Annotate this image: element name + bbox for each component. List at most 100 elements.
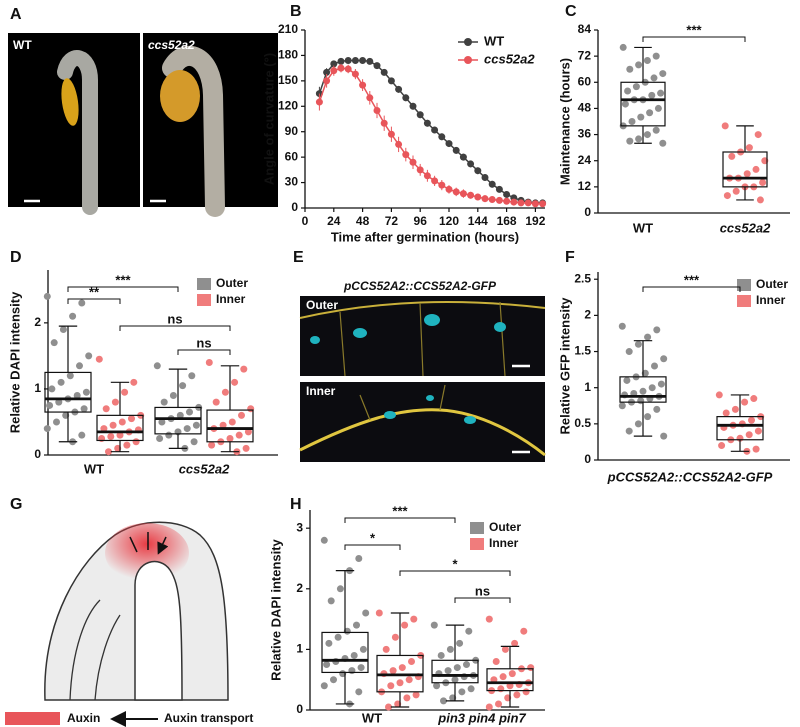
- point: [323, 68, 331, 76]
- data-point: [100, 425, 108, 433]
- x-tick-label: ccs52a2: [720, 220, 771, 235]
- data-point: [497, 685, 505, 693]
- point: [445, 185, 453, 193]
- data-point: [440, 697, 447, 705]
- y-tick-label: 0: [584, 205, 591, 219]
- point: [373, 62, 381, 70]
- data-point: [467, 685, 475, 693]
- x-tick-label: 168: [497, 214, 517, 228]
- legend-label: Outer: [489, 520, 521, 534]
- y-tick-label: 36: [578, 127, 592, 141]
- data-point: [408, 658, 415, 666]
- point: [330, 60, 338, 68]
- data-point: [637, 113, 645, 121]
- series-line: [318, 59, 543, 204]
- data-point: [485, 703, 493, 711]
- data-point: [128, 415, 135, 423]
- data-point: [53, 418, 60, 426]
- point: [337, 64, 345, 72]
- data-point: [654, 104, 662, 112]
- data-point: [653, 405, 661, 413]
- y-tick-label: 1: [584, 380, 591, 394]
- data-point: [485, 615, 493, 623]
- data-point: [495, 700, 502, 708]
- x-tick-label: pin3 pin4 pin7: [437, 710, 526, 725]
- point: [395, 140, 403, 148]
- point: [438, 133, 446, 141]
- data-point: [85, 352, 93, 360]
- data-point: [501, 645, 509, 653]
- significance-bracket: [454, 597, 511, 603]
- data-point: [458, 688, 466, 696]
- panel-label: E: [293, 249, 304, 266]
- data-point: [446, 645, 454, 653]
- data-point: [752, 165, 760, 173]
- data-point: [732, 187, 740, 195]
- point: [359, 81, 367, 89]
- data-point: [644, 413, 652, 421]
- point: [431, 126, 439, 134]
- data-point: [634, 340, 642, 348]
- x-tick-label: 192: [525, 214, 545, 228]
- data-point: [192, 421, 200, 429]
- data-point: [721, 122, 729, 130]
- data-point: [511, 639, 519, 647]
- x-tick-label: 96: [414, 214, 428, 228]
- data-point: [634, 420, 642, 428]
- data-point: [657, 89, 665, 97]
- data-point: [463, 661, 470, 669]
- data-point: [82, 388, 90, 396]
- point: [380, 119, 388, 127]
- data-point: [387, 682, 395, 690]
- significance-bracket: [642, 286, 741, 292]
- data-point: [57, 378, 65, 386]
- data-point: [520, 627, 528, 635]
- point: [474, 193, 482, 201]
- data-point: [456, 639, 464, 647]
- data-point: [652, 126, 660, 134]
- data-point: [391, 633, 399, 641]
- legend-swatch: [197, 294, 211, 306]
- panel-label: G: [10, 496, 22, 513]
- data-point: [334, 633, 342, 641]
- data-point: [219, 421, 227, 429]
- x-tick-label: WT: [84, 461, 104, 476]
- y-tick-label: 84: [578, 22, 592, 36]
- legend-label: Auxin transport: [164, 711, 253, 725]
- point: [337, 57, 345, 65]
- data-point: [433, 682, 441, 690]
- data-point: [660, 432, 668, 440]
- point: [431, 177, 439, 185]
- x-tick-label: 120: [439, 214, 459, 228]
- data-point: [731, 405, 739, 413]
- point: [495, 185, 503, 193]
- data-point: [190, 438, 198, 446]
- data-point: [499, 673, 507, 681]
- box: [321, 631, 369, 674]
- data-point: [348, 667, 356, 675]
- legend-marker: [464, 56, 472, 64]
- data-point: [350, 651, 358, 659]
- point: [380, 68, 388, 76]
- photo-e: pCCS52A2::CCS52A2-GFP Outer Inner: [299, 279, 546, 462]
- legend-swatch: [197, 278, 211, 290]
- legend-swatch: [470, 538, 484, 550]
- legend-label: Outer: [756, 277, 788, 291]
- data-point: [102, 405, 110, 413]
- box: [722, 151, 768, 188]
- data-point: [659, 70, 667, 78]
- data-point: [59, 325, 67, 333]
- significance-label: ***: [684, 272, 700, 287]
- point: [495, 196, 503, 204]
- data-point: [625, 427, 633, 435]
- legend-label: Inner: [216, 292, 246, 306]
- diagram-g: Auxin Auxin transport: [5, 521, 253, 727]
- panel-label: D: [10, 249, 22, 266]
- box: [206, 409, 254, 443]
- point: [481, 195, 489, 203]
- point: [452, 188, 460, 196]
- data-point: [48, 385, 56, 393]
- data-point: [756, 196, 764, 204]
- data-point: [355, 688, 363, 696]
- panel-label: C: [565, 3, 577, 20]
